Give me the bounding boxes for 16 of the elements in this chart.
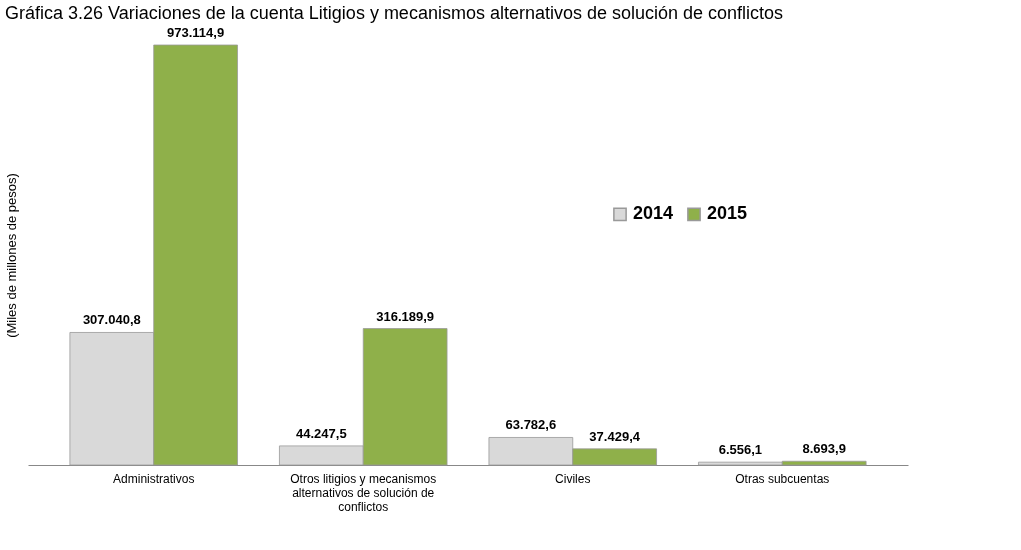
legend-label: 2015 xyxy=(707,203,748,224)
data-label: 44.247,5 xyxy=(296,425,347,441)
data-label: 37.429,4 xyxy=(589,428,641,444)
data-label: 63.782,6 xyxy=(505,417,557,433)
x-tick-label: Civiles xyxy=(555,471,591,486)
data-label: 6.556,1 xyxy=(718,442,763,458)
legend-label: 2014 xyxy=(633,203,674,224)
data-label: 316.189,9 xyxy=(376,308,435,324)
y-axis-title: (Miles de millones de pesos) xyxy=(3,173,19,338)
data-label: 307.040,8 xyxy=(82,312,141,328)
data-label: 973.114,9 xyxy=(167,25,225,40)
x-tick-label: Otras subcuentas xyxy=(735,471,830,486)
x-tick-label: Otros litigios y mecanismos alternativos de solución de conflictos xyxy=(290,471,437,514)
x-tick-label: Administrativos xyxy=(113,471,195,486)
chart-title: Gráfica 3.26 Variaciones de la cuenta Litigios y mecanismos alternativos de solución de conflictos xyxy=(5,3,784,23)
data-label: 8.693,9 xyxy=(802,441,846,457)
